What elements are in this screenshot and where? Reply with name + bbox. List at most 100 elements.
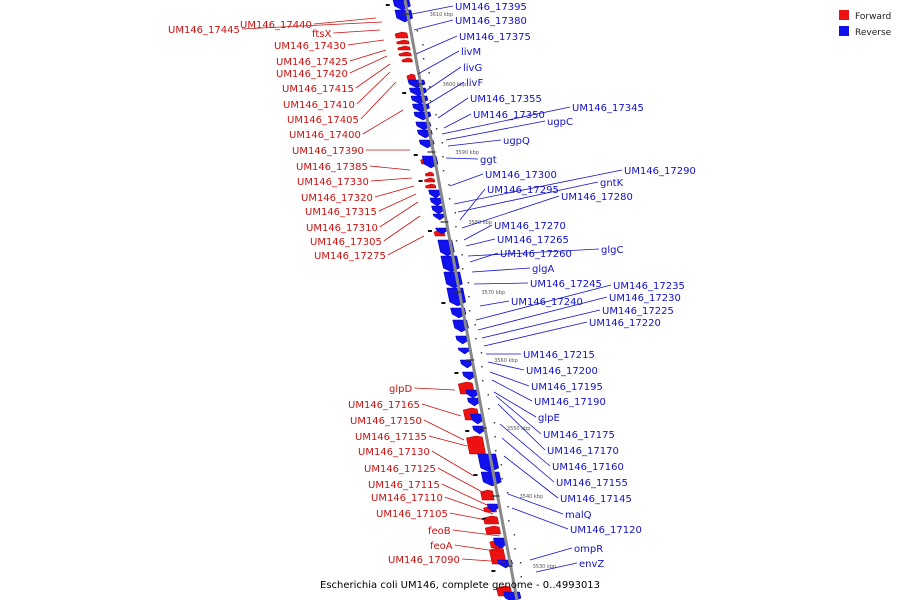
forward-leader-line [313, 17, 377, 25]
backbone-dot [448, 198, 451, 200]
backbone-marks [385, 4, 523, 578]
tick-label: 3580 kbp [468, 220, 492, 226]
backbone-mark [473, 474, 478, 476]
reverse-gene-label: glpE [538, 413, 560, 424]
scale-ticks: 3610 kbp 3600 kbp 3590 kbp 3580 kbp 3570 kbp… [401, 12, 556, 570]
forward-leader-line [355, 63, 391, 89]
forward-gene-label: UM146_17400 [289, 130, 361, 141]
forward-leader-line [369, 165, 411, 171]
reverse-gene-label: UM146_17225 [602, 306, 674, 317]
reverse-gene-label: UM146_17120 [570, 525, 642, 536]
reverse-gene [465, 389, 480, 399]
reverse-labels: UM146_17395 UM146_17380 UM146_17375 livM liv… [455, 2, 696, 570]
backbone-dot [481, 366, 483, 368]
reverse-gene-label: UM146_17195 [531, 382, 603, 393]
reverse-leader-line [469, 252, 499, 263]
forward-leader-line [360, 81, 397, 120]
forward-gene [401, 57, 413, 63]
reverse-gene-label: UM146_17300 [485, 170, 557, 181]
forward-gene-label: UM146_17310 [306, 223, 378, 234]
forward-gene [424, 171, 435, 177]
legend-forward-swatch [839, 10, 849, 20]
backbone-dot [487, 394, 490, 396]
reverse-leader-line [427, 81, 465, 105]
reverse-leader-line [443, 113, 472, 129]
reverse-gene-label: UM146_17350 [473, 110, 545, 121]
reverse-gene-label: glgC [601, 245, 623, 256]
forward-gene-label: UM146_17130 [358, 447, 430, 458]
forward-gene-label: UM146_17415 [282, 84, 354, 95]
backbone-dot [507, 506, 509, 508]
backbone-dot [429, 100, 432, 102]
backbone-dot [513, 534, 516, 536]
reverse-gene [477, 453, 499, 473]
reverse-leader-line [457, 181, 599, 213]
backbone-dot [468, 296, 470, 298]
reverse-gene-label: UM146_17290 [624, 166, 696, 177]
backbone-dot [462, 268, 464, 270]
forward-gene-label: UM146_17320 [301, 193, 373, 204]
backbone-mark [465, 430, 470, 432]
forward-leader-line [241, 21, 383, 30]
backbone-mark [481, 518, 486, 520]
forward-gene-label: ftsX [312, 29, 331, 40]
forward-gene [423, 177, 436, 183]
reverse-leader-line [481, 309, 601, 339]
reverse-gene [493, 537, 508, 549]
reverse-leader-line [447, 139, 502, 147]
backbone-dot [494, 436, 496, 438]
reverse-gene [462, 371, 476, 381]
reverse-leader-line [413, 19, 454, 31]
reverse-gene-label: livF [466, 78, 483, 89]
forward-leader-line [349, 55, 388, 74]
backbone-dot [455, 226, 457, 228]
reverse-gene [480, 471, 502, 487]
forward-gene-label: UM146_17420 [276, 69, 348, 80]
reverse-gene-label: gntK [600, 178, 624, 189]
reverse-gene-label: ompR [574, 544, 603, 555]
reverse-gene [486, 503, 499, 513]
tick-label: 3610 kbp [430, 12, 454, 18]
backbone-dot [467, 282, 470, 284]
reverse-gene-label: UM146_17355 [470, 94, 542, 105]
reverse-leader-line [503, 455, 559, 499]
reverse-gene-label: UM146_17170 [547, 446, 619, 457]
forward-gene-label: UM146_17445 [168, 25, 240, 36]
forward-leader-line [374, 185, 415, 198]
reverse-leader-line [445, 157, 479, 160]
forward-gene-label: UM146_17385 [296, 162, 368, 173]
forward-gene-label: UM146_17425 [276, 57, 348, 68]
reverse-leader-line [459, 188, 486, 221]
reverse-gene-label: malQ [565, 510, 592, 521]
forward-gene-label: glpD [389, 384, 412, 395]
forward-leader-line [362, 109, 404, 135]
reverse-leader-line [461, 195, 560, 229]
backbone-dot [500, 464, 503, 466]
forward-gene-label: UM146_17165 [348, 400, 420, 411]
reverse-leader-line [423, 66, 462, 93]
forward-leader-line [449, 512, 498, 523]
reverse-gene-label: UM146_17395 [455, 2, 527, 13]
reverse-leader-line [479, 300, 510, 307]
reverse-leader-line [475, 284, 612, 321]
backbone-dot [506, 492, 509, 494]
reverse-leader-line [507, 493, 564, 515]
tick-label: 3570 kbp [482, 290, 506, 296]
reverse-leader-line [449, 173, 484, 187]
forward-leader-line [370, 177, 413, 182]
backbone-dot [493, 422, 496, 424]
forward-gene-label: UM146_17305 [310, 237, 382, 248]
genome-backbone [403, 0, 519, 600]
forward-leader-line [452, 529, 501, 537]
reverse-gene-label: UM146_17380 [455, 16, 527, 27]
forward-gene-label: UM146_17430 [274, 41, 346, 52]
reverse-gene-label: UM146_17265 [497, 235, 569, 246]
backbone-dot [428, 72, 430, 74]
backbone-mark [454, 372, 459, 374]
backbone-dot [468, 310, 471, 312]
backbone-mark [427, 230, 432, 232]
reverse-gene-label: UM146_17240 [511, 297, 583, 308]
backbone-dot [480, 352, 483, 354]
reverse-leader-line [491, 379, 533, 402]
reverse-gene-label: ugpQ [503, 136, 530, 147]
